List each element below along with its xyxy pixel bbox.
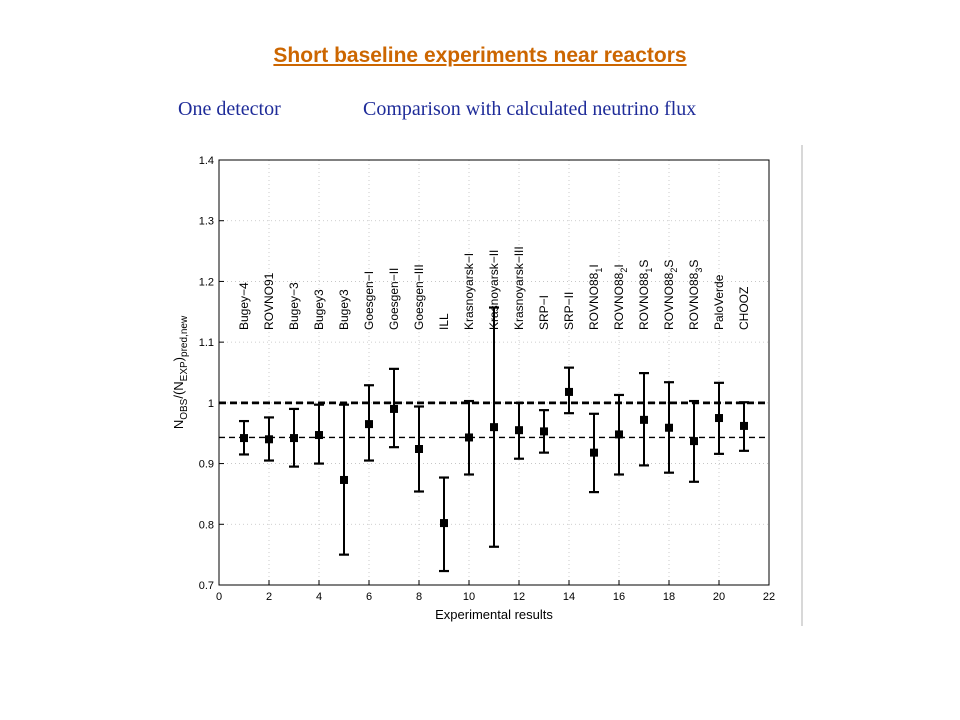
experiment-label: ROVNO881S xyxy=(637,260,654,330)
data-point xyxy=(365,420,373,429)
subtitle-one-detector: One detector xyxy=(178,98,281,120)
experiment-label: CHOOZ xyxy=(737,287,751,330)
data-point xyxy=(390,404,398,413)
x-tick-label: 20 xyxy=(713,591,725,603)
experiment-label: Goesgen−II xyxy=(387,268,401,330)
data-point xyxy=(740,421,748,430)
data-point xyxy=(340,475,348,484)
y-tick-label: 1 xyxy=(208,398,214,410)
y-tick-label: 0.8 xyxy=(199,519,214,531)
experiment-label: ILL xyxy=(437,313,451,330)
chart-background xyxy=(152,143,804,628)
data-point xyxy=(465,433,473,442)
data-point xyxy=(540,427,548,436)
subtitle-comparison: Comparison with calculated neutrino flux xyxy=(363,98,697,120)
data-point xyxy=(415,445,423,453)
experiment-label: ROVNO881I xyxy=(587,264,604,330)
x-tick-label: 12 xyxy=(513,591,525,603)
y-tick-label: 1.1 xyxy=(199,337,214,349)
data-marks xyxy=(239,306,749,573)
data-point xyxy=(615,430,623,439)
x-tick-label: 22 xyxy=(763,591,775,603)
experiment-label: Bugey3 xyxy=(312,289,326,330)
experiment-labels: Bugey−4 ROVNO91 Bugey−3 Bugey3 Bugey3 Goesgen… xyxy=(237,246,751,330)
data-point xyxy=(315,431,323,440)
experiment-label: Bugey−3 xyxy=(287,282,301,330)
y-tick-label: 1.4 xyxy=(199,155,214,167)
experiment-label: PaloVerde xyxy=(712,274,726,330)
y-tick-label: 1.2 xyxy=(199,276,214,288)
experiment-label: SRP−I xyxy=(537,295,551,330)
axis-ticks: 0 2 4 6 8 10 12 14 16 18 20 22 0.7 0.8 0.9 1 1.1 1.2 1.3 1.… xyxy=(199,155,775,603)
x-tick-label: 14 xyxy=(563,591,575,603)
experiment-label: ROVNO882I xyxy=(612,264,629,330)
data-point xyxy=(640,415,648,424)
data-point xyxy=(515,426,523,435)
y-axis-label: NOBS/(NEXP)pred,new xyxy=(171,315,190,429)
x-tick-label: 6 xyxy=(366,591,372,603)
y-tick-label: 0.7 xyxy=(199,580,214,592)
data-point xyxy=(290,434,298,443)
experiment-label: Bugey3 xyxy=(337,289,351,330)
data-point xyxy=(240,434,248,443)
data-point xyxy=(690,437,698,446)
data-point xyxy=(590,448,598,457)
experiment-label: ROVNO91 xyxy=(262,272,276,330)
x-tick-label: 4 xyxy=(316,591,322,603)
experiment-label: ROVNO883S xyxy=(687,260,704,330)
x-axis-label: Experimental results xyxy=(435,607,553,622)
x-tick-label: 10 xyxy=(463,591,475,603)
chart-edge-shadow xyxy=(801,145,803,626)
x-tick-label: 0 xyxy=(216,591,222,603)
experiment-label: Krasnoyarsk−II xyxy=(487,250,501,330)
y-tick-label: 0.9 xyxy=(199,459,214,471)
experiment-label: Krasnoyarsk−III xyxy=(512,246,526,330)
experiment-label: SRP−II xyxy=(562,292,576,330)
x-tick-label: 18 xyxy=(663,591,675,603)
chart: 0 2 4 6 8 10 12 14 16 18 20 22 0.7 0.8 0.9 1 1.1 1.2 1.3 1.… xyxy=(152,143,804,628)
experiment-label: Krasnoyarsk−I xyxy=(462,253,476,330)
experiment-label: ROVNO882S xyxy=(662,260,679,330)
slide-title: Short baseline experiments near reactors xyxy=(273,44,687,67)
plot-frame xyxy=(218,159,770,586)
data-point xyxy=(490,423,498,432)
data-point xyxy=(715,414,723,423)
data-point xyxy=(440,519,448,528)
data-point xyxy=(265,435,273,444)
x-tick-label: 16 xyxy=(613,591,625,603)
x-tick-label: 8 xyxy=(416,591,422,603)
x-tick-label: 2 xyxy=(266,591,272,603)
data-point xyxy=(665,423,673,432)
y-tick-label: 1.3 xyxy=(199,216,214,228)
experiment-label: Goesgen−I xyxy=(362,271,376,330)
data-point xyxy=(565,387,573,396)
experiment-label: Goesgen−III xyxy=(412,264,426,330)
experiment-label: Bugey−4 xyxy=(237,282,251,330)
